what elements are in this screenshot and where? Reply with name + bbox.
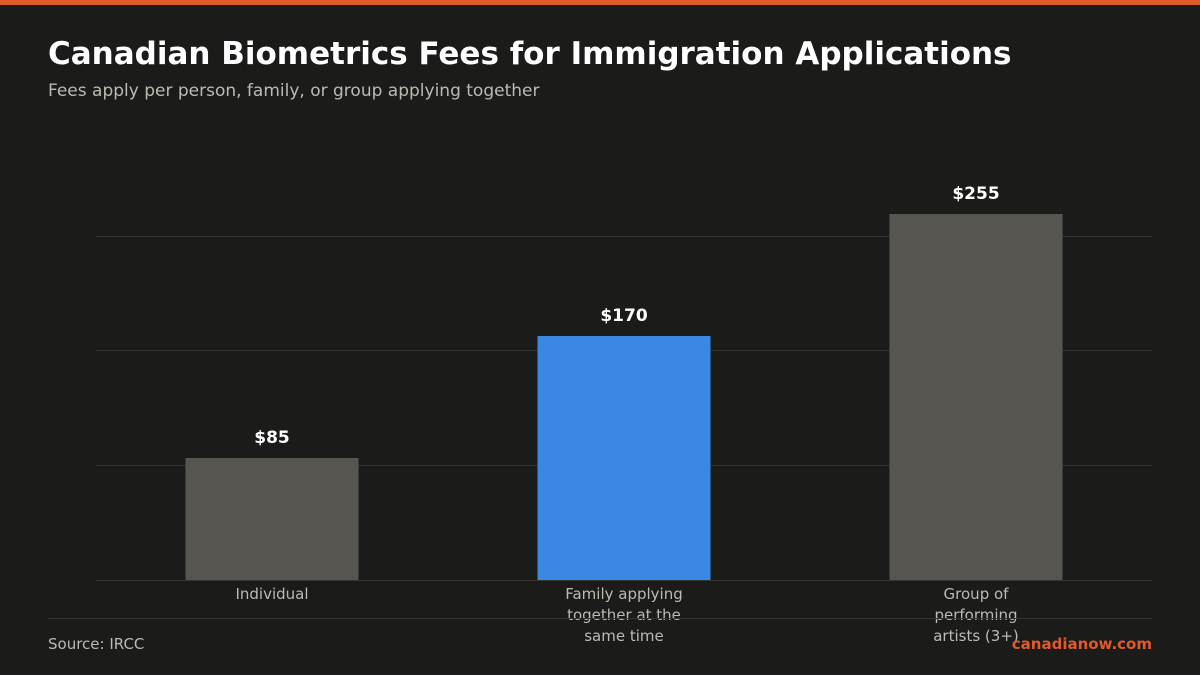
bar <box>185 458 359 580</box>
category-label-line: together at the <box>567 606 681 624</box>
source-note: Source: IRCC <box>48 635 145 653</box>
category-label: Family applying together at the same time <box>565 585 683 645</box>
category-label-line: same time <box>584 627 664 645</box>
data-label: $85 <box>254 428 290 448</box>
chart-title: Canadian Biometrics Fees for Immigration… <box>48 36 1012 72</box>
category-label: Individual <box>235 585 308 603</box>
category-label-line: Group of <box>944 585 1010 603</box>
category-label: Group of performing artists (3+) <box>933 585 1019 645</box>
data-label: $255 <box>952 184 999 204</box>
footer-divider <box>48 618 1152 619</box>
category-label-line: Family applying <box>565 585 683 603</box>
bar <box>537 336 711 580</box>
brand-link[interactable]: canadianow.com <box>1011 635 1152 653</box>
category-label-line: performing <box>934 606 1017 624</box>
bar <box>889 214 1063 580</box>
chart-subtitle: Fees apply per person, family, or group … <box>48 81 540 101</box>
category-label-line: artists (3+) <box>933 627 1019 645</box>
category-label-line: Individual <box>235 585 308 603</box>
top-accent-bar <box>0 0 1200 5</box>
data-label: $170 <box>600 306 647 326</box>
